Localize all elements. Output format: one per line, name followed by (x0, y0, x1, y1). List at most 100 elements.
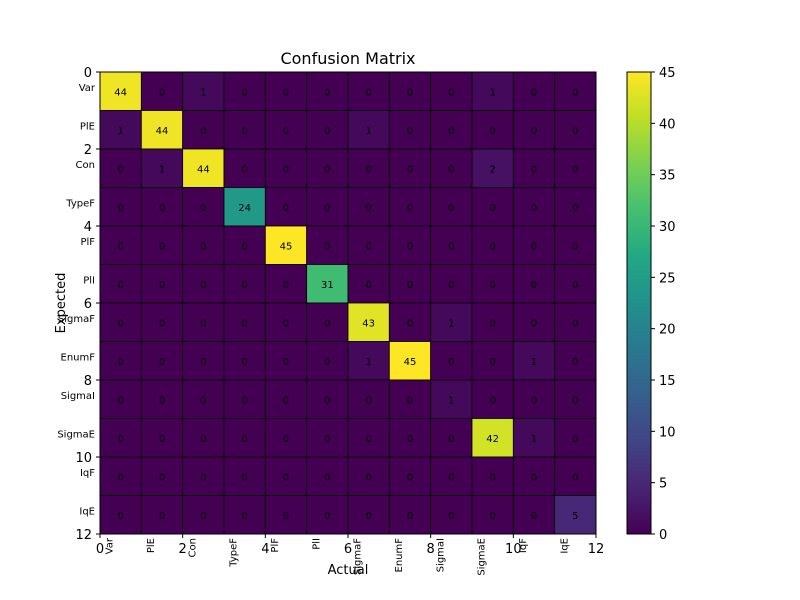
cell-value: 0 (200, 203, 206, 214)
cell-value: 0 (324, 357, 330, 368)
heatmap-cell (347, 379, 390, 419)
y-num-tick-label: 6 (84, 297, 92, 312)
cell-value: 44 (114, 87, 127, 98)
cell-value: 0 (117, 203, 123, 214)
cell-value: 0 (489, 126, 495, 137)
heatmap-cell (223, 187, 266, 227)
heatmap-cell (223, 456, 266, 496)
cell-value: 1 (448, 395, 454, 406)
cell-value: 0 (324, 241, 330, 252)
x-category-label: PlI (311, 538, 322, 550)
cell-value: 0 (241, 357, 247, 368)
cell-value: 0 (117, 395, 123, 406)
y-category-label: PlE (80, 121, 95, 132)
cell-value: 0 (200, 357, 206, 368)
cell-value: 0 (200, 318, 206, 329)
x-category-label: SigmaF (353, 538, 364, 575)
colorbar: 0 5 10 15 20 25 30 35 40 45 (626, 66, 676, 543)
heatmap-cell (430, 456, 473, 496)
x-category-label: PlE (146, 538, 157, 553)
cell-value: 0 (407, 164, 413, 175)
heatmap-cell (554, 456, 597, 496)
x-num-tick-label: 0 (96, 542, 104, 557)
heatmap-cell (140, 418, 184, 458)
heatmap-cell (554, 71, 597, 111)
cell-value: 2 (489, 164, 495, 175)
cell-value: 0 (324, 203, 330, 214)
y-category-label: SigmaE (57, 429, 95, 440)
cell-value: 0 (200, 395, 206, 406)
cell-value: 0 (365, 472, 371, 483)
heatmap-cell (347, 148, 390, 188)
heatmap-cell (388, 264, 432, 304)
heatmap-cell (554, 187, 597, 227)
heatmap-cell (347, 302, 390, 342)
heatmap-cell (512, 341, 556, 381)
axis-ticks: 002244668810101212VarVarPlEPlEConConType… (57, 66, 604, 576)
cell-value: 0 (531, 280, 537, 291)
cell-value: 0 (200, 241, 206, 252)
cell-value: 0 (117, 318, 123, 329)
y-category-label: TypeF (65, 198, 95, 209)
heatmap-cell (388, 456, 432, 496)
x-num-tick-label: 8 (427, 542, 435, 557)
cell-value: 0 (572, 164, 578, 175)
cell-value: 0 (283, 357, 289, 368)
heatmap-cell (554, 379, 597, 419)
x-category-label: SigmaI (435, 538, 446, 572)
cell-value: 1 (531, 434, 537, 445)
x-category-label: EnumF (394, 538, 405, 573)
heatmap-cell (182, 495, 225, 535)
cell-value: 24 (238, 203, 251, 214)
cell-value: 43 (362, 318, 375, 329)
cell-value: 0 (241, 434, 247, 445)
cell-value: 0 (448, 434, 454, 445)
heatmap-cell (264, 225, 308, 265)
heatmap-cell (471, 264, 514, 304)
colorbar-tick-label: 10 (659, 425, 676, 440)
cell-value: 0 (448, 511, 454, 522)
y-num-tick-label: 10 (75, 451, 92, 466)
chart-title: Confusion Matrix (280, 49, 415, 68)
heatmap-cell (430, 302, 473, 342)
cell-value: 0 (489, 472, 495, 483)
x-category-label: IqE (559, 538, 570, 554)
cell-value: 0 (572, 280, 578, 291)
x-category-label: Var (105, 537, 116, 554)
cell-value: 0 (241, 164, 247, 175)
cell-value: 0 (283, 164, 289, 175)
cell-value: 0 (283, 203, 289, 214)
cell-value: 0 (365, 280, 371, 291)
cell-value: 0 (572, 357, 578, 368)
heatmap-cell (99, 187, 142, 227)
heatmap-cell (554, 148, 597, 188)
cell-value: 0 (407, 434, 413, 445)
heatmap-cell (223, 264, 266, 304)
cell-value: 0 (117, 357, 123, 368)
cell-value: 0 (159, 511, 165, 522)
heatmap-cell (306, 495, 349, 535)
heatmap-cell (347, 456, 390, 496)
colorbar-tick-label: 35 (659, 169, 676, 184)
heatmap-cell (140, 71, 184, 111)
cell-value: 0 (365, 87, 371, 98)
heatmap-cell (140, 302, 184, 342)
cell-value: 0 (365, 434, 371, 445)
cell-value: 0 (407, 395, 413, 406)
y-num-tick-label: 2 (84, 143, 92, 158)
cell-value: 0 (159, 395, 165, 406)
cell-value: 0 (324, 395, 330, 406)
colorbar-tick-label: 0 (659, 528, 667, 543)
cell-value: 0 (448, 126, 454, 137)
heatmap-cell (471, 302, 514, 342)
cell-value: 0 (159, 434, 165, 445)
cell-value: 0 (572, 395, 578, 406)
cell-value: 0 (324, 434, 330, 445)
x-num-tick-label: 6 (344, 542, 352, 557)
heatmap-cell (140, 225, 184, 265)
x-category-label: Con (187, 538, 198, 557)
cell-value: 0 (407, 241, 413, 252)
heatmap-cell (347, 187, 390, 227)
cell-value: 0 (489, 280, 495, 291)
cell-value: 0 (283, 395, 289, 406)
